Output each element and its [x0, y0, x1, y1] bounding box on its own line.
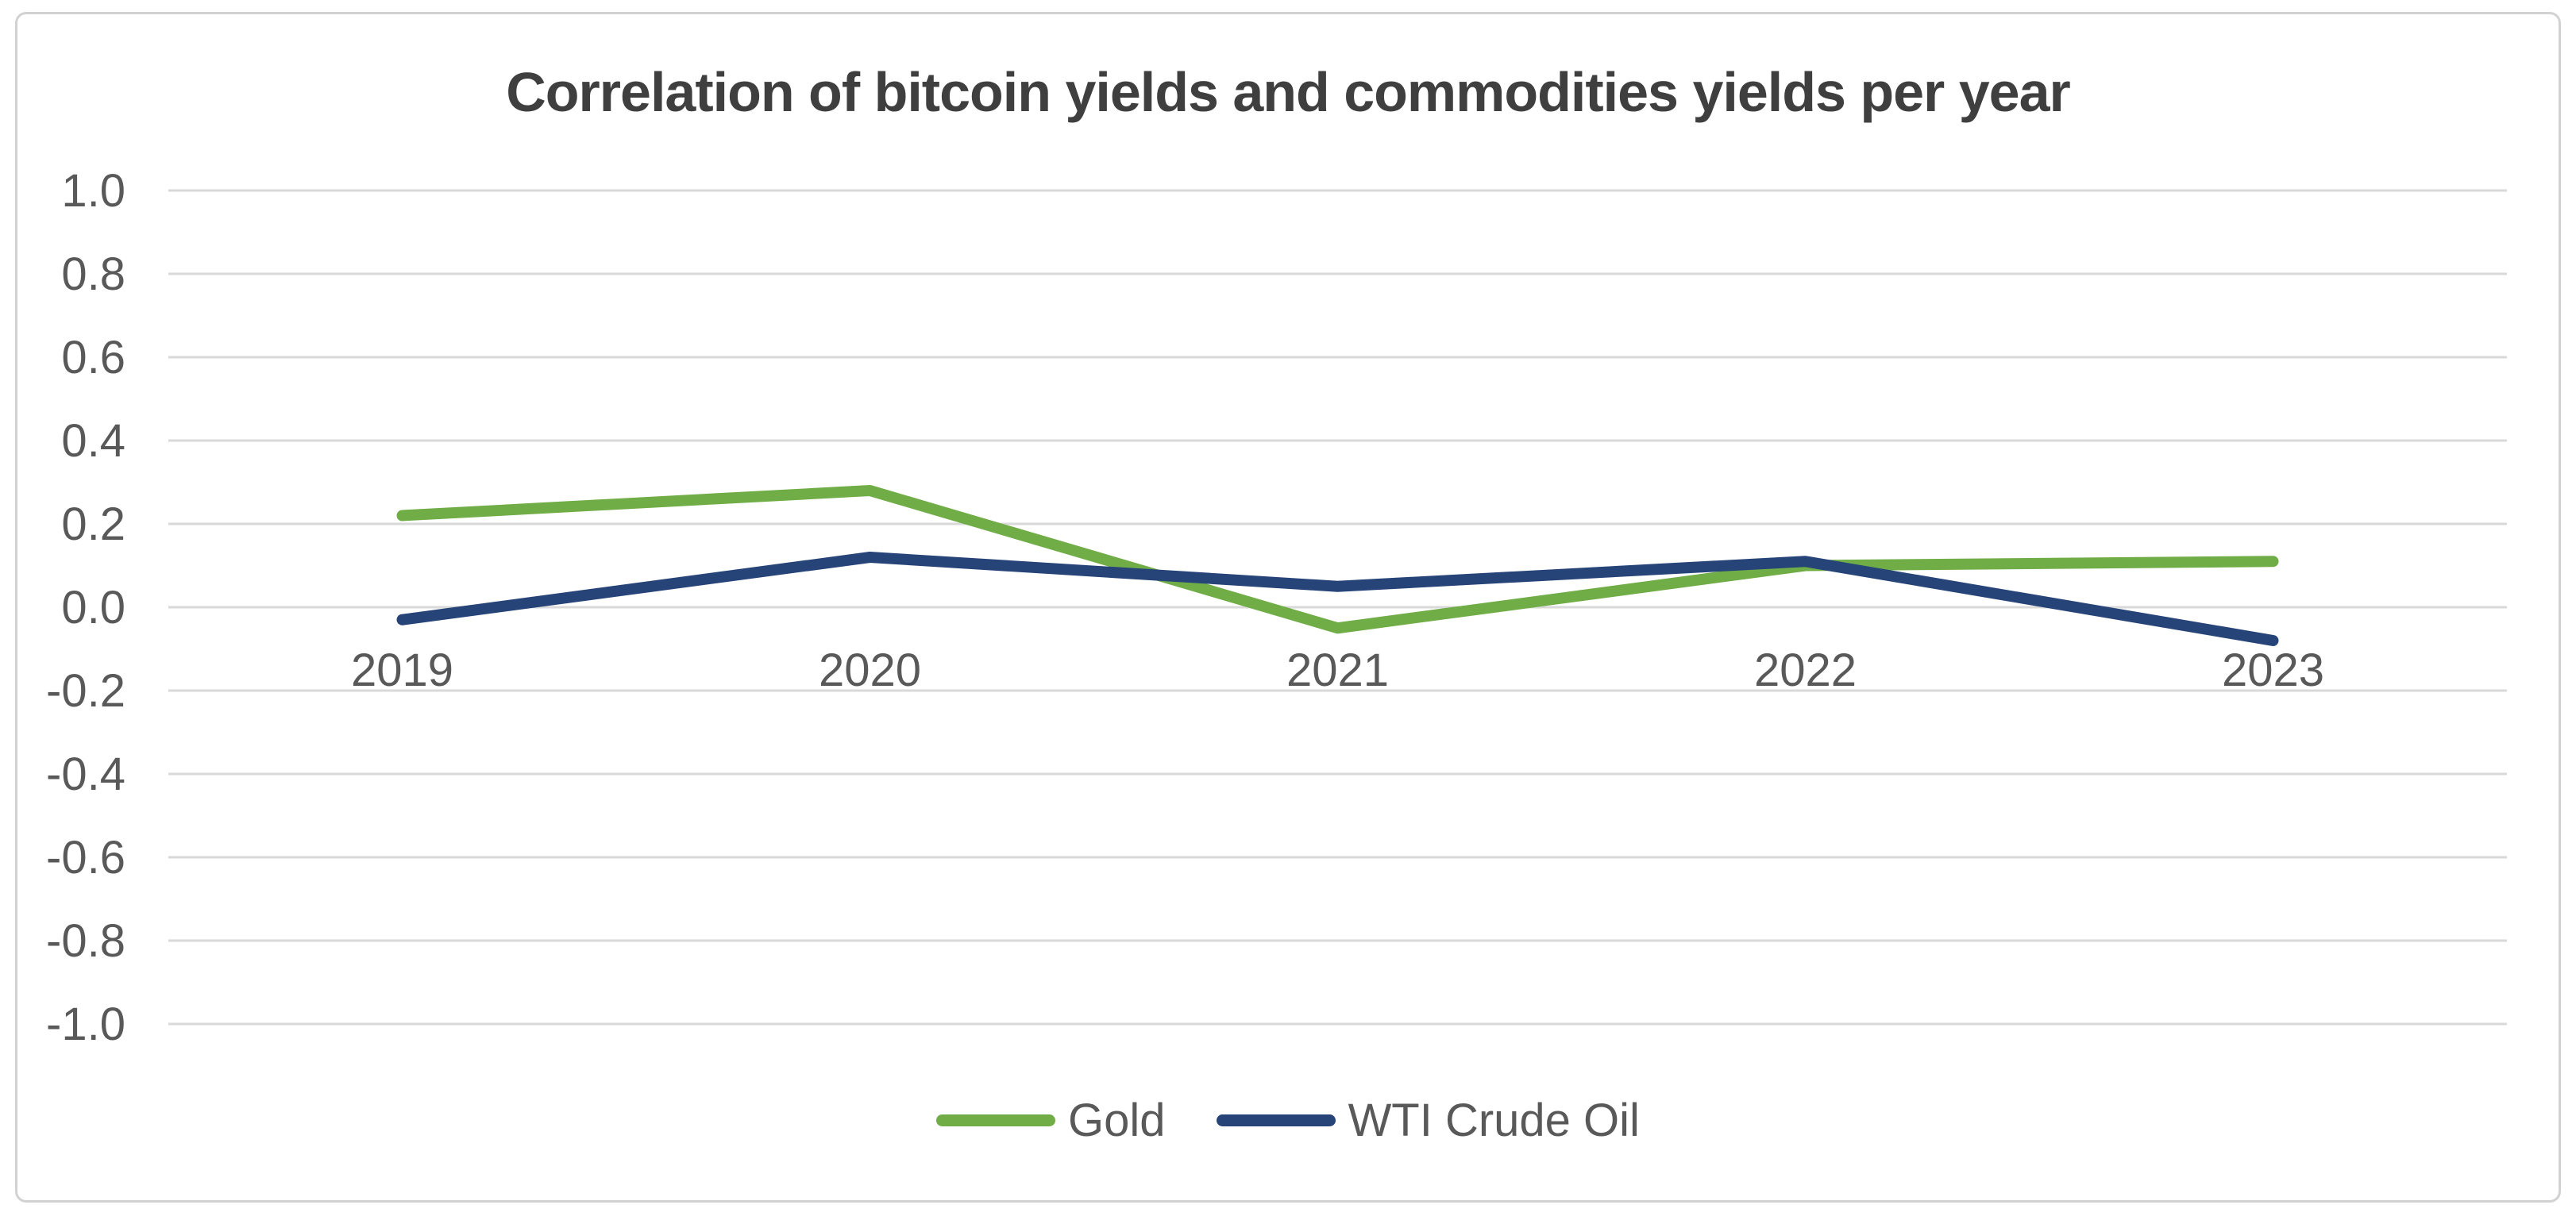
y-axis-tick-label: 0.6 [61, 332, 125, 383]
legend: Gold WTI Crude Oil [0, 1094, 2576, 1147]
y-axis-tick-label: 0.2 [61, 498, 125, 550]
y-axis-tick-label: -0.2 [46, 665, 125, 717]
y-axis-tick-label: -0.4 [46, 749, 125, 800]
y-axis-tick-label: 1.0 [61, 165, 125, 217]
x-axis-tick-label: 2023 [2222, 645, 2324, 696]
legend-item-gold: Gold [936, 1094, 1166, 1147]
x-axis-tick-label: 2019 [351, 645, 453, 696]
x-axis-tick-label: 2021 [1286, 645, 1389, 696]
x-axis-tick-label: 2022 [1754, 645, 1857, 696]
wti-crude-oil-line-swatch-icon [1216, 1114, 1336, 1126]
legend-item-wti-crude-oil: WTI Crude Oil [1216, 1094, 1640, 1147]
chart-title: Correlation of bitcoin yields and commod… [506, 61, 2071, 123]
y-axis-tick-label: 0.0 [61, 582, 125, 633]
y-axis-tick-label: 0.4 [61, 415, 125, 467]
wti-crude-oil-series-line [396, 552, 2279, 646]
y-axis-tick-label: -0.6 [46, 832, 125, 883]
legend-label-wti-crude-oil: WTI Crude Oil [1348, 1095, 1640, 1146]
gold-series-line [396, 485, 2279, 634]
x-axis-tick-label: 2020 [819, 645, 921, 696]
legend-label-gold: Gold [1068, 1095, 1166, 1146]
y-axis-tick-label: -1.0 [46, 999, 125, 1050]
y-axis-tick-label: -0.8 [46, 915, 125, 967]
gold-line-swatch-icon [936, 1114, 1056, 1126]
y-axis-tick-label: 0.8 [61, 248, 125, 300]
